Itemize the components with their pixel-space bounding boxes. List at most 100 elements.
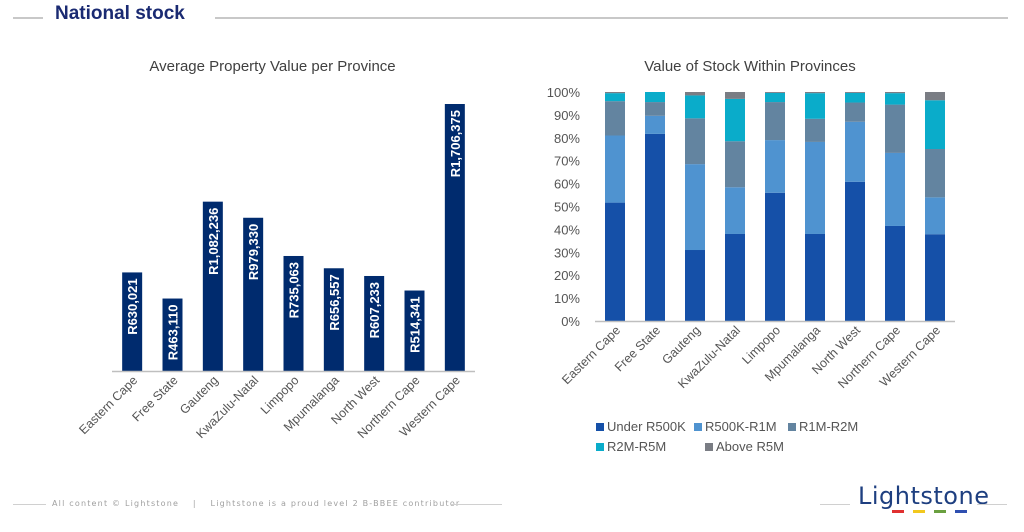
- segment-kwazulu-natal-under-r500k: [725, 233, 745, 321]
- x-tick-eastern-cape: Eastern Cape: [559, 323, 623, 387]
- bar-western-cape: [444, 104, 465, 371]
- page-title: National stock: [55, 3, 185, 24]
- segment-limpopo-under-r500k: [765, 192, 785, 321]
- bar-free-state: [162, 298, 183, 371]
- segment-gauteng-r2m-r5m: [685, 95, 705, 119]
- footer-rule-logo-left: [820, 504, 850, 505]
- segment-northern-cape-r2m-r5m: [885, 93, 905, 105]
- segment-eastern-cape-r1m-r2m: [605, 101, 625, 136]
- y-tick-7: 70%: [554, 154, 580, 169]
- footer-bbbee: Lightstone is a proud level 2 B-BBEE con…: [210, 499, 461, 508]
- y-tick-9: 90%: [554, 108, 580, 123]
- lightstone-logo: Lightstone: [858, 482, 990, 510]
- logo-bar-green: [934, 510, 946, 513]
- segment-kwazulu-natal-r2m-r5m: [725, 98, 745, 142]
- y-tick-10: 100%: [547, 85, 581, 100]
- segment-free-state-r2m-r5m: [645, 92, 665, 103]
- footer-rule-left: [13, 504, 46, 505]
- y-tick-8: 80%: [554, 131, 580, 146]
- data-label-northern-cape: R514,341: [408, 297, 423, 353]
- header-rule-left: [13, 17, 43, 19]
- segment-free-state-r1m-r2m: [645, 102, 665, 116]
- bar-chart-title: Average Property Value per Province: [149, 58, 396, 75]
- footer-text: All content © Lightstone | Lightstone is…: [52, 499, 460, 508]
- bar-eastern-cape: [122, 272, 143, 371]
- legend-swatch-above-r5m: [705, 443, 713, 451]
- segment-kwazulu-natal-r500k-r1m: [725, 187, 745, 234]
- footer-copyright: All content © Lightstone: [52, 499, 180, 508]
- legend-swatch-r500k-r1m: [694, 423, 702, 431]
- bar-northern-cape: [404, 290, 425, 371]
- bar-gauteng: [202, 201, 223, 371]
- segment-limpopo-r500k-r1m: [765, 140, 785, 193]
- stacked-chart-title: Value of Stock Within Provinces: [644, 58, 856, 75]
- bar-north-west: [364, 275, 385, 371]
- stacked-chart-legend: Under R500K R500K-R1M R1M-R2M R2M-R5M Above …: [596, 419, 858, 454]
- x-tick-eastern-cape: Eastern Cape: [76, 373, 140, 437]
- segment-gauteng-above-r5m: [685, 92, 705, 96]
- segment-western-cape-r2m-r5m: [925, 100, 945, 150]
- segment-limpopo-r1m-r2m: [765, 102, 785, 141]
- segment-gauteng-under-r500k: [685, 250, 705, 321]
- segment-western-cape-r1m-r2m: [925, 149, 945, 198]
- bar-limpopo: [283, 255, 304, 371]
- segment-gauteng-r500k-r1m: [685, 164, 705, 251]
- y-tick-1: 10%: [554, 291, 580, 306]
- segment-mpumalanga-r2m-r5m: [805, 93, 825, 119]
- segment-mpumalanga-under-r500k: [805, 233, 825, 321]
- logo-bar-blue: [955, 510, 967, 513]
- data-label-eastern-cape: R630,021: [125, 278, 140, 334]
- y-tick-6: 60%: [554, 177, 580, 192]
- segment-eastern-cape-r2m-r5m: [605, 93, 625, 102]
- segment-northern-cape-under-r500k: [885, 225, 905, 321]
- segment-northern-cape-above-r5m: [885, 92, 905, 94]
- segment-north-west-r500k-r1m: [845, 121, 865, 182]
- segment-north-west-r1m-r2m: [845, 102, 865, 122]
- data-label-north-west: R607,233: [367, 282, 382, 338]
- logo-bar-red: [892, 510, 904, 513]
- y-tick-4: 40%: [554, 222, 580, 237]
- logo-bar-yellow: [913, 510, 925, 513]
- y-tick-5: 50%: [554, 200, 580, 215]
- segment-north-west-above-r5m: [845, 92, 865, 93]
- legend-swatch-under-r500k: [596, 423, 604, 431]
- segment-limpopo-above-r5m: [765, 92, 785, 93]
- footer-rule-middle: [450, 504, 502, 505]
- segment-eastern-cape-r500k-r1m: [605, 135, 625, 203]
- y-tick-2: 20%: [554, 268, 580, 283]
- data-label-mpumalanga: R656,557: [327, 274, 342, 330]
- data-label-gauteng: R1,082,236: [206, 208, 221, 275]
- segment-limpopo-r2m-r5m: [765, 92, 785, 103]
- header-rule-right: [215, 17, 1008, 19]
- segment-free-state-under-r500k: [645, 133, 665, 321]
- segment-northern-cape-r500k-r1m: [885, 152, 905, 226]
- segment-mpumalanga-above-r5m: [805, 92, 825, 94]
- legend-swatch-r1m-r2m: [788, 423, 796, 431]
- legend-label-r500k-r1m: R500K-R1M: [705, 419, 777, 434]
- legend-label-above-r5m: Above R5M: [716, 439, 784, 454]
- segment-north-west-r2m-r5m: [845, 92, 865, 103]
- footer-separator: |: [192, 499, 197, 508]
- legend-swatch-r2m-r5m: [596, 443, 604, 451]
- segment-mpumalanga-r1m-r2m: [805, 118, 825, 142]
- segment-kwazulu-natal-above-r5m: [725, 92, 745, 99]
- bar-kwazulu-natal: [243, 217, 264, 371]
- segment-northern-cape-r1m-r2m: [885, 104, 905, 153]
- stock-value-stacked-chart: 0% 10% 20% 30% 40% 50% 60% 70% 80% 90% 100% Eastern…: [547, 85, 955, 391]
- segment-kwazulu-natal-r1m-r2m: [725, 141, 745, 188]
- segment-free-state-r500k-r1m: [645, 115, 665, 134]
- data-label-kwazulu-natal: R979,330: [246, 224, 261, 280]
- footer-rule-logo-right: [977, 504, 1007, 505]
- segment-western-cape-r500k-r1m: [925, 197, 945, 235]
- legend-label-under-r500k: Under R500K: [607, 419, 686, 434]
- legend-label-r1m-r2m: R1M-R2M: [799, 419, 858, 434]
- bar-mpumalanga: [323, 268, 344, 371]
- y-tick-3: 30%: [554, 245, 580, 260]
- segment-mpumalanga-r500k-r1m: [805, 141, 825, 234]
- data-label-limpopo: R735,063: [287, 262, 302, 318]
- data-label-western-cape: R1,706,375: [448, 110, 463, 177]
- data-label-free-state: R463,110: [166, 305, 181, 361]
- segment-eastern-cape-above-r5m: [605, 92, 625, 94]
- segment-western-cape-above-r5m: [925, 92, 945, 101]
